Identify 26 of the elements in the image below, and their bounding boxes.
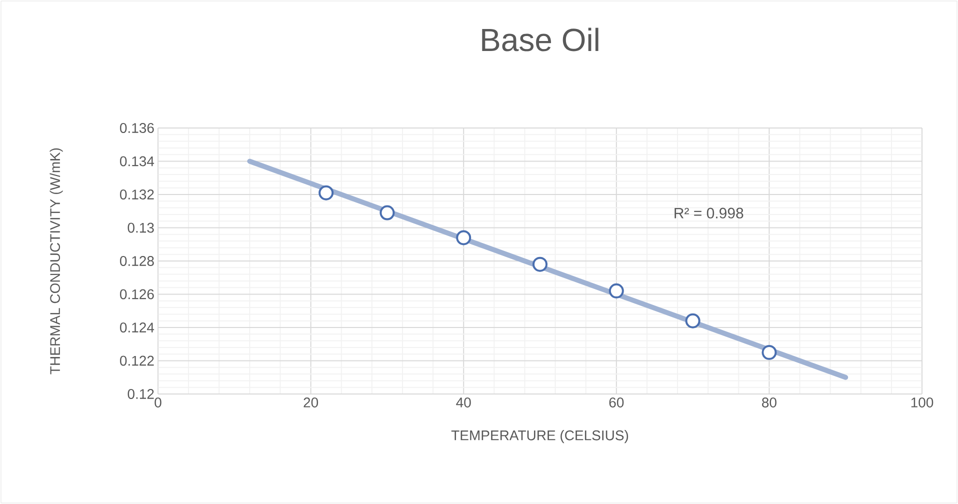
x-tick-label: 40 [456,398,471,408]
chart-title: Base Oil [482,28,598,52]
x-tick-label: 20 [304,398,318,408]
y-tick-label: 0.126 [120,289,154,300]
y-axis-title: THERMAL CONDUCTIVITY (W/mK) [50,148,63,374]
annotation: R² = 0.998 [674,208,744,218]
point [318,185,334,200]
y-tick-label: 0.128 [120,256,154,266]
x-axis-title: TEMPERATURE (CELSIUS) [451,430,628,444]
x-tick-label: 100 [911,398,934,408]
y-tick-label: 0.13 [128,222,154,233]
x-tick-label: 80 [762,398,776,408]
point [456,230,472,246]
x-tick-label: 60 [609,398,624,408]
point [685,313,700,328]
y-tick-label: 0.136 [120,123,154,133]
y-tick-label: 0.122 [120,356,154,366]
point [380,205,395,220]
point [762,344,777,360]
point [608,283,624,298]
y-tick-label: 0.134 [120,156,154,166]
y-tick-label: 0.124 [120,322,154,332]
x-tick-label: 0 [154,398,162,408]
point [532,256,548,272]
y-tick-label: 0.12 [128,389,154,399]
y-tick-label: 0.132 [120,190,154,200]
